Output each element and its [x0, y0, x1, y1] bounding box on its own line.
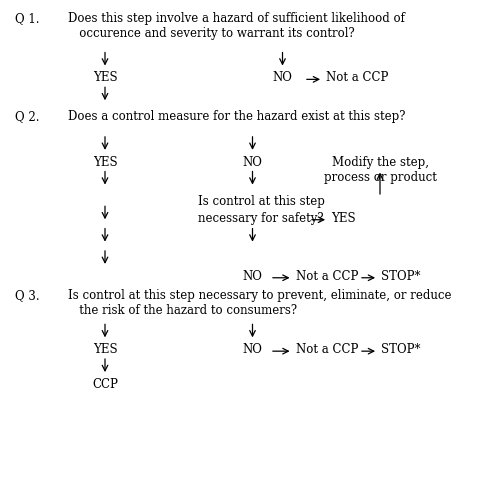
Text: NO: NO: [272, 71, 292, 84]
Text: Is control at this step necessary to prevent, eliminate, or reduce
   the risk o: Is control at this step necessary to pre…: [68, 289, 451, 316]
Text: CCP: CCP: [92, 378, 118, 391]
Text: Does a control measure for the hazard exist at this step?: Does a control measure for the hazard ex…: [68, 110, 405, 123]
Text: NO: NO: [242, 156, 262, 169]
Text: Not a CCP: Not a CCP: [296, 343, 358, 356]
Text: YES: YES: [92, 156, 118, 169]
Text: Not a CCP: Not a CCP: [296, 270, 358, 283]
Text: Modify the step,: Modify the step,: [332, 156, 428, 169]
Text: NO: NO: [242, 343, 262, 356]
Text: Q 3.: Q 3.: [15, 289, 40, 302]
Text: STOP*: STOP*: [380, 270, 420, 283]
Text: YES: YES: [92, 343, 118, 356]
Text: YES: YES: [332, 212, 356, 225]
Text: Q 2.: Q 2.: [15, 110, 40, 123]
Text: necessary for safety?: necessary for safety?: [198, 212, 323, 225]
Text: Does this step involve a hazard of sufficient likelihood of
   occurence and sev: Does this step involve a hazard of suffi…: [68, 12, 404, 40]
Text: Q 1.: Q 1.: [15, 12, 40, 25]
Text: Is control at this step: Is control at this step: [198, 195, 324, 208]
Text: YES: YES: [92, 71, 118, 84]
Text: Not a CCP: Not a CCP: [326, 71, 388, 84]
Text: STOP*: STOP*: [380, 343, 420, 356]
Text: process or product: process or product: [324, 171, 436, 184]
Text: NO: NO: [242, 270, 262, 283]
